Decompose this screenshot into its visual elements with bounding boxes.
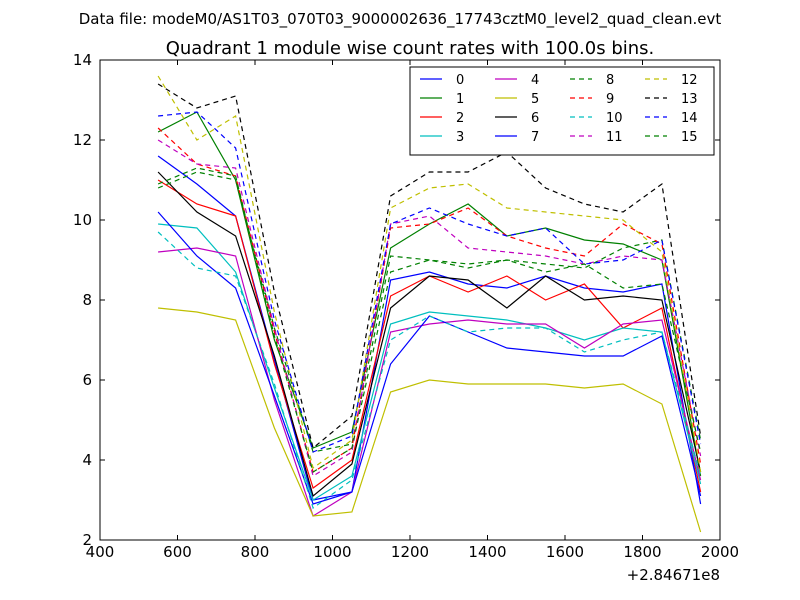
legend-label-14: 14	[681, 111, 698, 126]
legend-label-8: 8	[606, 73, 614, 88]
series-line-6	[157, 171, 702, 498]
series-line-13	[157, 83, 702, 450]
series-line-10	[157, 231, 702, 509]
series-line-7	[157, 211, 702, 505]
y-tick-label: 8	[82, 291, 92, 309]
axes: 400 600 800 1000 1200 1400 1600 1800 20002468101…	[73, 51, 739, 561]
y-tick-label: 2	[82, 531, 92, 549]
x-tick-label: 1400	[468, 543, 506, 561]
legend-label-12: 12	[681, 73, 698, 88]
x-tick-label: 600	[163, 543, 192, 561]
legend-label-1: 1	[456, 92, 464, 107]
y-tick-label: 4	[82, 451, 92, 469]
series-line-14	[158, 111, 702, 453]
legend-label-7: 7	[531, 130, 539, 145]
figure-suptitle: Data file: modeM0/AS1T03_070T03_90000026…	[79, 10, 722, 29]
legend-label-5: 5	[531, 92, 539, 107]
legend-label-15: 15	[681, 130, 698, 145]
series-line-1	[157, 111, 702, 477]
plot-area	[157, 75, 702, 533]
x-tick-label: 1200	[391, 543, 429, 561]
y-tick-label: 12	[73, 131, 92, 149]
legend-label-6: 6	[531, 111, 539, 126]
legend-label-4: 4	[531, 73, 539, 88]
series-line-11	[157, 139, 702, 477]
x-tick-label: 2000	[701, 543, 739, 561]
legend-label-11: 11	[606, 130, 623, 145]
series-line-5	[158, 307, 702, 533]
x-tick-label: 1000	[313, 543, 351, 561]
x-tick-label: 1800	[623, 543, 661, 561]
series-line-3	[158, 223, 702, 501]
legend-label-0: 0	[456, 73, 464, 88]
x-tick-label: 400	[86, 543, 115, 561]
legend-label-2: 2	[456, 111, 464, 126]
x-axis-offset-label: +2.84671e8	[627, 566, 720, 584]
x-tick-label: 800	[241, 543, 270, 561]
legend-box	[409, 66, 715, 156]
x-tick-label: 1600	[546, 543, 584, 561]
series-line-15	[157, 167, 702, 473]
legend-label-10: 10	[606, 111, 623, 126]
y-tick-label: 6	[82, 371, 92, 389]
series-line-4	[158, 247, 702, 517]
legend-label-9: 9	[606, 92, 614, 107]
y-tick-label: 10	[73, 211, 92, 229]
chart-title: Quadrant 1 module wise count rates with …	[166, 38, 655, 59]
legend-label-3: 3	[456, 130, 464, 145]
legend-label-13: 13	[681, 92, 698, 107]
y-tick-label: 14	[73, 51, 92, 69]
series-line-8	[157, 171, 702, 453]
